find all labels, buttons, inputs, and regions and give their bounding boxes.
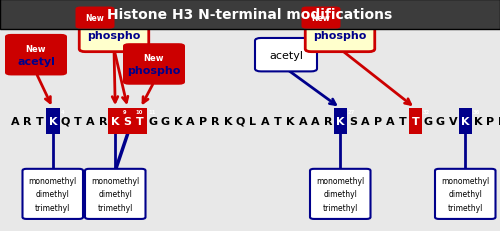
FancyBboxPatch shape — [121, 109, 134, 134]
Text: K: K — [336, 116, 344, 126]
Text: New: New — [312, 14, 330, 23]
Text: 4: 4 — [60, 110, 64, 115]
Text: T: T — [399, 116, 406, 126]
FancyBboxPatch shape — [79, 15, 149, 52]
Text: phospho: phospho — [314, 31, 366, 41]
Text: Q: Q — [236, 116, 245, 126]
Text: monomethyl
dimethyl
trimethyl: monomethyl dimethyl trimethyl — [91, 176, 140, 212]
FancyBboxPatch shape — [5, 35, 67, 76]
Text: K: K — [461, 116, 469, 126]
FancyBboxPatch shape — [85, 169, 146, 219]
Text: A: A — [186, 116, 194, 126]
Text: S: S — [349, 116, 357, 126]
FancyBboxPatch shape — [435, 169, 496, 219]
Text: A: A — [86, 116, 94, 126]
Text: phospho: phospho — [88, 31, 141, 41]
FancyBboxPatch shape — [123, 44, 185, 85]
FancyBboxPatch shape — [334, 109, 347, 134]
FancyBboxPatch shape — [255, 39, 317, 72]
FancyBboxPatch shape — [0, 0, 500, 30]
FancyBboxPatch shape — [22, 169, 83, 219]
Text: monomethyl
dimethyl
trimethyl: monomethyl dimethyl trimethyl — [316, 176, 364, 212]
Text: A: A — [361, 116, 370, 126]
Text: K: K — [474, 116, 482, 126]
Text: V: V — [448, 116, 457, 126]
Text: A: A — [261, 116, 270, 126]
FancyBboxPatch shape — [302, 8, 341, 30]
Text: Q: Q — [60, 116, 70, 126]
FancyBboxPatch shape — [408, 109, 422, 134]
Text: phospho: phospho — [128, 66, 180, 76]
Text: G: G — [160, 116, 170, 126]
FancyBboxPatch shape — [134, 109, 147, 134]
FancyBboxPatch shape — [46, 109, 60, 134]
Text: S: S — [124, 116, 132, 126]
FancyBboxPatch shape — [305, 15, 375, 52]
Text: G: G — [423, 116, 432, 126]
Text: T: T — [274, 116, 281, 126]
Text: G: G — [436, 116, 445, 126]
Text: R: R — [211, 116, 220, 126]
FancyBboxPatch shape — [76, 8, 114, 30]
FancyBboxPatch shape — [108, 109, 122, 134]
Text: New: New — [144, 54, 164, 63]
FancyBboxPatch shape — [310, 169, 370, 219]
Text: G: G — [148, 116, 158, 126]
Text: T: T — [74, 116, 82, 126]
Text: A: A — [298, 116, 307, 126]
Text: 27: 27 — [348, 110, 356, 115]
Text: P: P — [486, 116, 494, 126]
Text: K: K — [111, 116, 120, 126]
Text: A: A — [11, 116, 20, 126]
Text: P: P — [198, 116, 207, 126]
Text: K: K — [48, 116, 57, 126]
Text: New: New — [86, 14, 104, 23]
Text: 10: 10 — [136, 110, 143, 115]
Text: L: L — [250, 116, 256, 126]
Text: R: R — [324, 116, 332, 126]
Text: K: K — [174, 116, 182, 126]
Text: 32: 32 — [423, 110, 430, 115]
FancyBboxPatch shape — [458, 109, 472, 134]
Text: H: H — [498, 116, 500, 126]
Text: R: R — [24, 116, 32, 126]
Text: K: K — [224, 116, 232, 126]
Text: 11: 11 — [148, 110, 156, 115]
Text: acetyl: acetyl — [269, 50, 303, 61]
Text: K: K — [286, 116, 294, 126]
Text: R: R — [98, 116, 107, 126]
Text: T: T — [36, 116, 44, 126]
Text: monomethyl
dimethyl
trimethyl: monomethyl dimethyl trimethyl — [441, 176, 490, 212]
Text: 9: 9 — [123, 110, 126, 115]
Text: A: A — [386, 116, 394, 126]
Text: New: New — [26, 45, 46, 53]
Text: T: T — [136, 116, 144, 126]
Text: acetyl: acetyl — [17, 57, 55, 67]
Text: T: T — [412, 116, 419, 126]
Text: Histone H3 N-terminal modifications: Histone H3 N-terminal modifications — [108, 8, 393, 22]
Text: 36: 36 — [473, 110, 480, 115]
Text: A: A — [311, 116, 320, 126]
Text: P: P — [374, 116, 382, 126]
Text: monomethyl
dimethyl
trimethyl: monomethyl dimethyl trimethyl — [28, 176, 77, 212]
